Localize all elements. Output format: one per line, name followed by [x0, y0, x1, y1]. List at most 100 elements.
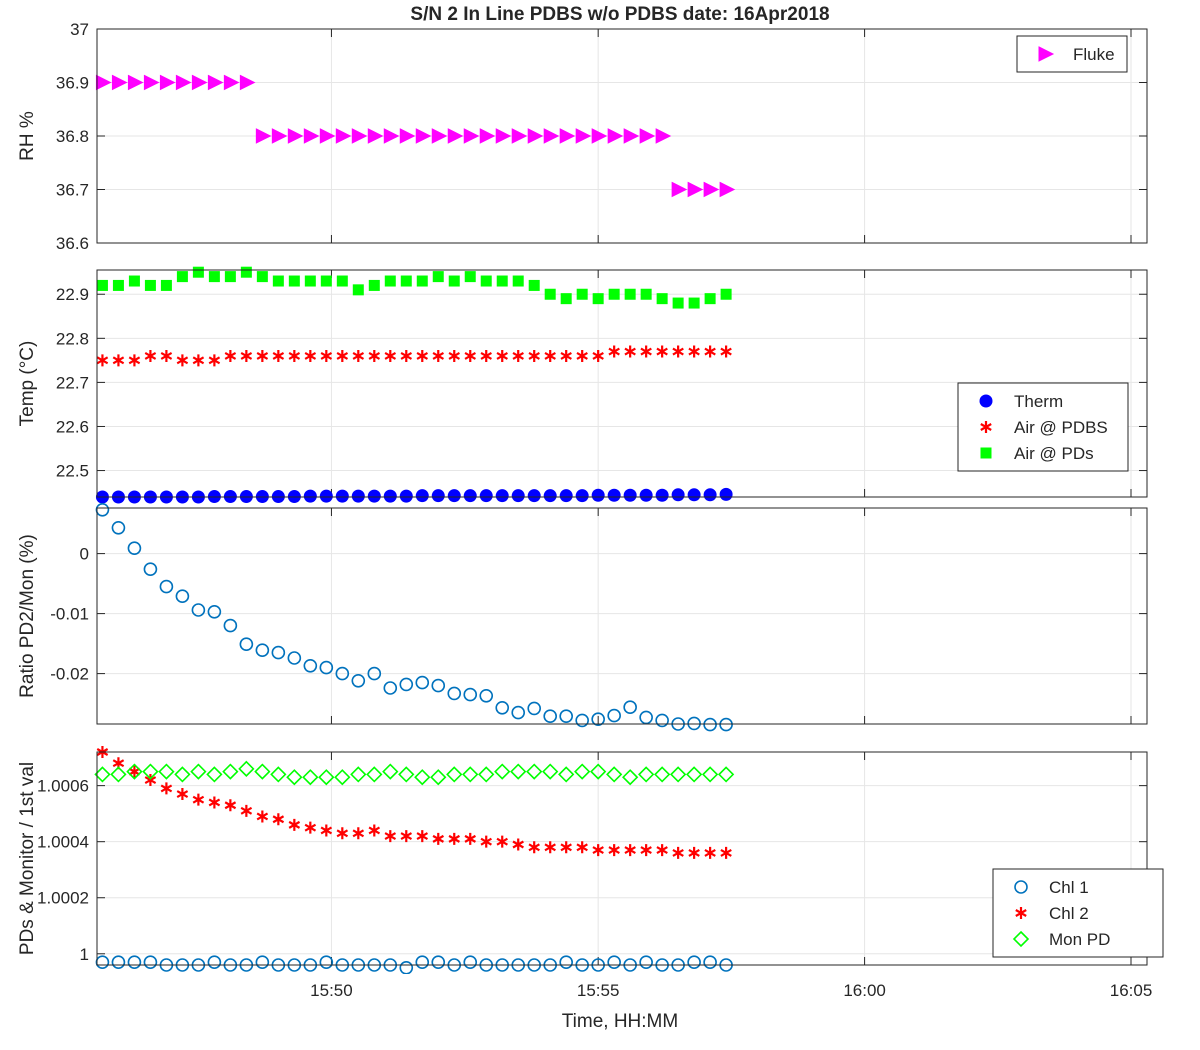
x-tick-label: 15:50	[310, 981, 353, 1000]
data-point	[192, 354, 205, 367]
data-point	[720, 846, 732, 859]
data-point	[352, 349, 365, 362]
data-point	[271, 645, 286, 660]
data-point	[256, 810, 269, 823]
y-tick-label: 37	[70, 20, 89, 39]
data-point	[319, 489, 333, 503]
data-point	[719, 487, 733, 501]
data-point	[510, 763, 527, 780]
series-3	[94, 760, 735, 786]
data-point	[608, 345, 620, 358]
data-point	[496, 835, 508, 848]
data-point	[591, 128, 608, 144]
data-point	[494, 763, 511, 780]
y-tick-label: 22.7	[56, 373, 89, 392]
data-point	[624, 345, 636, 358]
data-point	[400, 275, 412, 287]
data-point	[111, 74, 128, 91]
data-point	[512, 275, 524, 287]
data-point	[687, 955, 701, 969]
data-point	[640, 345, 652, 358]
data-point	[159, 579, 174, 594]
data-point	[304, 275, 316, 287]
data-point	[622, 769, 639, 786]
data-point	[656, 844, 668, 857]
data-point	[96, 279, 108, 291]
data-point	[479, 128, 496, 144]
data-point	[656, 345, 668, 358]
y-tick-label: 1.0006	[37, 777, 89, 796]
data-point	[639, 128, 656, 144]
data-point	[639, 488, 653, 502]
data-point	[351, 489, 365, 503]
data-point	[480, 275, 492, 287]
legend: Therm Air @ PDBS Air @ PDs	[957, 382, 1129, 472]
data-point	[384, 830, 397, 843]
data-point	[111, 520, 126, 535]
data-point	[320, 824, 333, 837]
data-point	[350, 766, 367, 783]
data-point	[256, 271, 268, 283]
data-point	[480, 835, 492, 848]
data-point	[351, 673, 366, 688]
data-point	[607, 488, 621, 502]
data-point	[352, 827, 365, 840]
data-point	[127, 74, 144, 91]
data-point	[415, 675, 430, 690]
data-point	[384, 349, 397, 362]
data-point	[480, 349, 492, 362]
data-point	[367, 128, 384, 144]
data-point	[320, 275, 332, 287]
data-point	[432, 271, 444, 283]
data-point	[560, 293, 572, 305]
data-point	[591, 488, 605, 502]
data-point	[128, 275, 140, 287]
data-point	[95, 955, 110, 969]
data-point	[303, 658, 318, 673]
data-point	[335, 666, 350, 681]
y-axis-label: Ratio PD2/Mon (%)	[17, 534, 38, 698]
legend: Fluke	[1016, 35, 1128, 73]
data-point	[176, 354, 189, 367]
data-point	[222, 763, 239, 780]
data-point	[464, 271, 476, 283]
data-point	[190, 763, 207, 780]
data-point	[95, 502, 110, 517]
data-point	[256, 349, 269, 362]
data-point	[703, 717, 717, 732]
data-point	[448, 275, 460, 287]
data-point	[446, 766, 463, 783]
data-point	[255, 955, 270, 969]
data-point	[416, 349, 429, 362]
data-point	[495, 128, 512, 144]
data-point	[478, 766, 495, 783]
data-point	[526, 763, 543, 780]
data-point	[319, 128, 336, 144]
data-point	[398, 766, 415, 783]
legend-label: Air @ PDBS	[1014, 418, 1108, 437]
data-point	[383, 681, 398, 695]
x-tick-label: 16:00	[843, 981, 886, 1000]
data-point	[704, 846, 716, 859]
legend-marker	[1012, 930, 1030, 948]
data-point	[303, 128, 320, 144]
data-point	[96, 354, 109, 367]
data-point	[606, 766, 623, 783]
data-point	[176, 271, 188, 283]
data-point	[368, 349, 381, 362]
data-point	[414, 769, 431, 786]
data-point	[431, 128, 448, 144]
data-point	[543, 709, 557, 724]
data-point	[399, 489, 413, 503]
data-point	[528, 349, 540, 362]
data-point	[495, 489, 509, 503]
data-point	[512, 838, 524, 851]
data-point	[528, 279, 540, 291]
data-point	[479, 489, 493, 503]
data-point	[112, 279, 124, 291]
data-point	[272, 813, 285, 826]
data-point	[654, 766, 671, 783]
y-tick-label: -0.02	[50, 665, 89, 684]
data-point	[127, 955, 142, 969]
